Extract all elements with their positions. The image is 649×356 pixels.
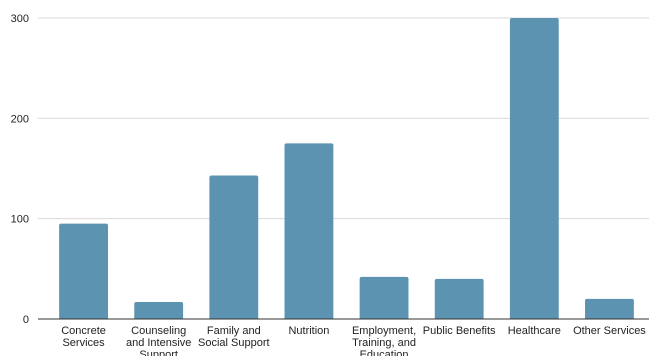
y-tick-label: 0 [23, 314, 29, 326]
bar [59, 223, 108, 319]
x-tick-label: Family and Social Support [198, 325, 270, 349]
x-tick-label-line: Counseling [131, 325, 186, 337]
x-tick-label: Concrete Services [61, 325, 106, 349]
x-tick-label-line: Support [139, 349, 178, 356]
x-tick-label-line: Training, and [352, 337, 416, 349]
y-tick-label: 300 [11, 13, 29, 25]
y-tick-label: 200 [11, 113, 29, 125]
x-tick-label-line: Concrete [61, 325, 106, 337]
bar [585, 298, 634, 319]
x-tick-label-line: Social Support [198, 337, 270, 349]
x-tick-label-line: Healthcare [508, 325, 561, 337]
x-tick-label-line: Nutrition [288, 325, 329, 337]
x-tick-label-line: Family and [207, 325, 261, 337]
x-tick-label-line: Public Benefits [423, 325, 496, 337]
bar [284, 143, 334, 319]
bar [434, 278, 484, 319]
x-tick-label-line: Other Services [573, 325, 646, 337]
x-tick-label-line: Employment, [352, 325, 416, 337]
y-tick-label: 100 [11, 214, 29, 226]
bar [509, 18, 559, 319]
x-tick-label: Employment, Training, and Education [352, 325, 416, 356]
bar [209, 175, 259, 319]
x-tick-label: Other Services [573, 325, 646, 337]
bar [359, 276, 409, 319]
x-tick-label: Public Benefits [423, 325, 496, 337]
x-tick-label: Nutrition [288, 325, 329, 337]
x-tick-label-line: Education [360, 349, 409, 356]
bar [134, 301, 184, 319]
x-tick-label-line: and Intensive [126, 337, 191, 349]
y-tick-labels: 0 100 200 300 [11, 13, 29, 326]
x-tick-label: Counseling and Intensive Support [126, 325, 191, 356]
x-tick-label: Healthcare [508, 325, 561, 337]
bars [59, 18, 634, 319]
x-tick-label-line: Services [62, 337, 105, 349]
